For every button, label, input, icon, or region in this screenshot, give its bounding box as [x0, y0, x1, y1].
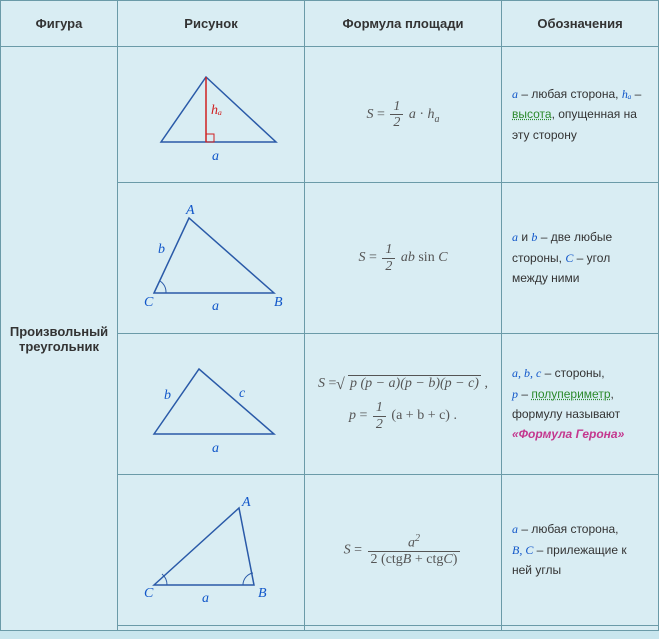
formula-cell: S = 12 a · ha [305, 47, 502, 183]
svg-text:a: a [212, 441, 219, 456]
link-semiperimeter[interactable]: полупериметр [531, 387, 610, 401]
header-notation: Обозначения [502, 1, 659, 47]
notation-cell: a – любая сторона, hₐ – высота, опущенна… [502, 47, 659, 183]
drawing-cell: b c a [118, 334, 305, 475]
formula-cell: S = a2 2 (ctgB + ctgC) [305, 475, 502, 626]
svg-text:a: a [212, 149, 219, 164]
notation-cell: a и b – две любые стороны, C – угол межд… [502, 183, 659, 334]
table-row: Произвольный треугольник hₐ a S = 12 a ·… [1, 47, 659, 183]
formulas-table: Фигура Рисунок Формула площади Обозначен… [0, 0, 659, 631]
formula-cell: S = 12 ab sin C [305, 183, 502, 334]
drawing-cell: A B C a [118, 475, 305, 626]
notation-cell: a, b, c – стороны, p – полупериметр, фор… [502, 334, 659, 475]
header-drawing: Рисунок [118, 1, 305, 47]
svg-text:b: b [158, 242, 165, 257]
header-figure: Фигура [1, 1, 118, 47]
notation-cell: a – любая сторона, B, C – прилежащие к н… [502, 475, 659, 626]
drawing-cell: hₐ a [118, 47, 305, 183]
svg-text:hₐ: hₐ [211, 103, 222, 118]
triangle-angle-icon: A B C a b [134, 198, 289, 318]
link-height[interactable]: высота [512, 107, 552, 121]
triangle-sides-icon: b c a [134, 349, 289, 459]
heron-name: «Формула Герона» [512, 427, 624, 441]
svg-text:C: C [144, 586, 154, 601]
triangle-height-icon: hₐ a [136, 62, 286, 167]
svg-text:B: B [274, 295, 283, 310]
svg-text:a: a [212, 299, 219, 314]
svg-text:b: b [164, 388, 171, 403]
svg-text:B: B [258, 586, 267, 601]
rowgroup-label: Произвольный треугольник [1, 47, 118, 631]
triangle-cotangent-icon: A B C a [134, 490, 289, 610]
drawing-cell: A B C a b [118, 183, 305, 334]
formula-cell: S = p (p − a)(p − b)(p − c) , p = 12 (a … [305, 334, 502, 475]
svg-text:A: A [185, 203, 195, 218]
svg-text:A: A [241, 495, 251, 510]
svg-text:c: c [239, 386, 246, 401]
svg-text:C: C [144, 295, 154, 310]
header-formula: Формула площади [305, 1, 502, 47]
svg-text:a: a [202, 591, 209, 606]
